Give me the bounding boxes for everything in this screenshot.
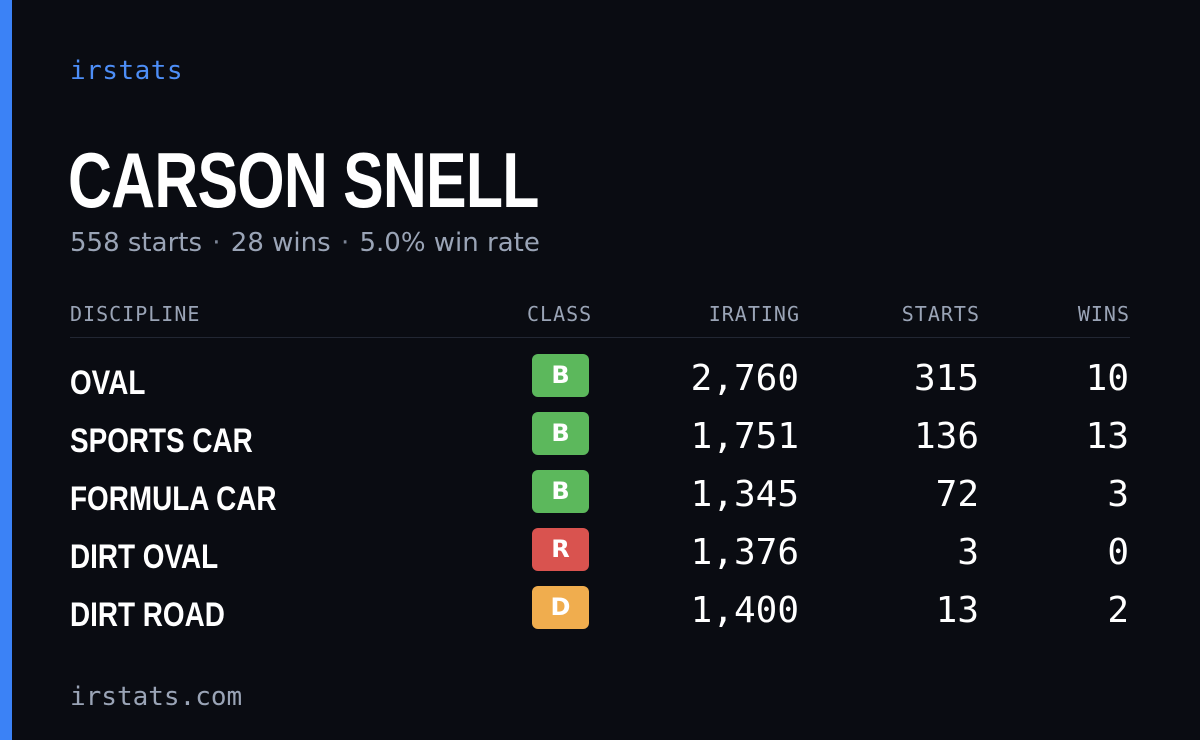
starts-value: 136	[913, 416, 979, 457]
class-badge: D	[532, 586, 589, 629]
header-irating: IRATING	[708, 302, 800, 326]
discipline-name: OVAL	[70, 364, 146, 402]
stats-table-header: DISCIPLINE CLASS IRATING STARTS WINS	[70, 300, 1130, 338]
summary-wins: 28 wins	[230, 228, 331, 258]
irating-value: 1,345	[690, 474, 799, 515]
discipline-name: SPORTS CAR	[70, 422, 253, 460]
class-badge: R	[532, 528, 589, 571]
brand-logo-text[interactable]: irstats	[70, 56, 184, 86]
footer-site-link[interactable]: irstats.com	[70, 682, 243, 712]
accent-bar	[0, 0, 12, 740]
table-row: OVAL B 2,760 315 10	[70, 354, 1130, 412]
header-starts: STARTS	[901, 302, 980, 326]
irating-value: 2,760	[690, 358, 799, 399]
header-discipline: DISCIPLINE	[70, 302, 201, 326]
starts-value: 3	[957, 532, 979, 573]
discipline-name: DIRT OVAL	[70, 538, 219, 576]
table-row: FORMULA CAR B 1,345 72 3	[70, 470, 1130, 528]
discipline-name: FORMULA CAR	[70, 480, 277, 518]
wins-value: 0	[1107, 532, 1129, 573]
irating-value: 1,400	[690, 590, 799, 631]
starts-value: 315	[913, 358, 979, 399]
class-badge: B	[532, 412, 589, 455]
table-row: DIRT OVAL R 1,376 3 0	[70, 528, 1130, 586]
class-badge: B	[532, 354, 589, 397]
player-name: CARSON SNELL	[68, 136, 539, 224]
header-class: CLASS	[527, 302, 593, 326]
starts-value: 13	[935, 590, 979, 631]
wins-value: 3	[1107, 474, 1129, 515]
summary-separator: ·	[340, 228, 350, 258]
table-row: SPORTS CAR B 1,751 136 13	[70, 412, 1130, 470]
irating-value: 1,376	[690, 532, 799, 573]
wins-value: 13	[1085, 416, 1129, 457]
header-wins: WINS	[1077, 302, 1130, 326]
table-row: DIRT ROAD D 1,400 13 2	[70, 586, 1130, 644]
class-badge: B	[532, 470, 589, 513]
wins-value: 2	[1107, 590, 1129, 631]
irating-value: 1,751	[690, 416, 799, 457]
wins-value: 10	[1085, 358, 1129, 399]
summary-separator: ·	[212, 228, 221, 258]
summary-starts: 558 starts	[70, 228, 202, 258]
discipline-name: DIRT ROAD	[70, 596, 225, 634]
summary-win-rate: 5.0% win rate	[359, 228, 540, 258]
starts-value: 72	[935, 474, 979, 515]
player-summary: 558 starts · 28 wins · 5.0% win rate	[70, 228, 540, 258]
